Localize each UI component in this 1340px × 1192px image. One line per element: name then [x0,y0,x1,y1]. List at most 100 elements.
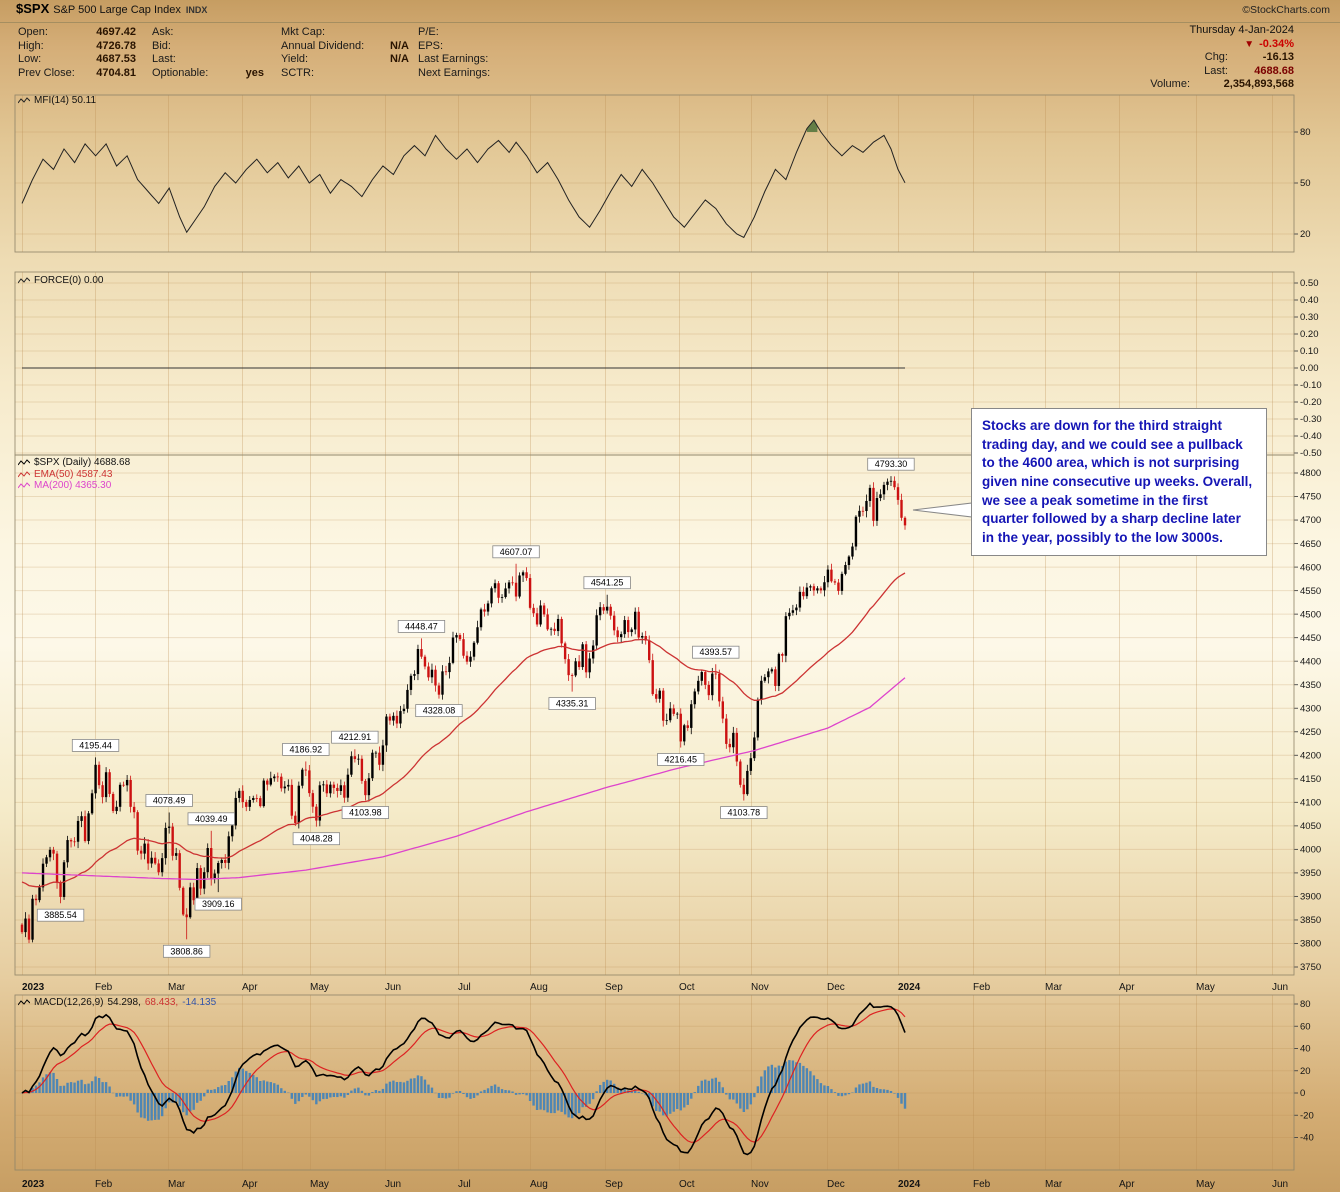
change-value: -16.13 [1262,51,1294,63]
svg-text:4335.31: 4335.31 [556,699,589,709]
svg-text:4250: 4250 [1300,727,1321,738]
macd-legend-label: MACD(12,26,9) [34,997,104,1008]
callout-arrow [912,502,973,518]
svg-text:0.10: 0.10 [1300,346,1319,357]
svg-text:3950: 3950 [1300,868,1321,879]
svg-text:Oct: Oct [679,1179,695,1190]
svg-text:4800: 4800 [1300,468,1321,479]
macd-legend: MACD(12,26,9) 54.298, 68.433, -14.135 [18,997,216,1008]
svg-text:4150: 4150 [1300,774,1321,785]
svg-text:Feb: Feb [973,1179,991,1190]
svg-text:4607.07: 4607.07 [500,547,533,557]
change-percent: -0.34% [1259,37,1294,50]
svg-text:-0.50: -0.50 [1300,448,1322,459]
quote-label: Volume: [1150,78,1190,90]
svg-text:Apr: Apr [242,982,258,993]
quote-value: 4687.53 [96,53,136,65]
svg-text:40: 40 [1300,1044,1311,1055]
svg-text:Apr: Apr [1119,1179,1135,1190]
svg-text:4650: 4650 [1300,539,1321,550]
quote-col-fundamentals: Mkt Cap: Annual Dividend: N/A Yield: N/A S… [281,26,409,80]
svg-text:4400: 4400 [1300,656,1321,667]
annotation-text: Stocks are down for the third straight t… [982,418,1253,545]
svg-text:4450: 4450 [1300,633,1321,644]
svg-text:Sep: Sep [605,982,623,993]
force-legend: FORCE(0) 0.00 [18,275,103,286]
quote-label: Optionable: [152,66,209,79]
svg-text:4050: 4050 [1300,821,1321,832]
svg-text:Dec: Dec [827,1179,845,1190]
svg-text:Jun: Jun [385,982,401,993]
macd-signal-value: 68.433, [144,997,179,1008]
svg-text:Mar: Mar [168,982,186,993]
quote-date: Thursday 4-Jan-2024 [1189,24,1294,36]
svg-text:4793.30: 4793.30 [875,459,908,469]
svg-text:4100: 4100 [1300,798,1321,809]
svg-text:20: 20 [1300,229,1311,240]
spx-legend-label: $SPX (Daily) 4688.68 [34,457,131,468]
svg-text:-20: -20 [1300,1110,1314,1121]
quote-label: Low: [18,53,42,65]
svg-text:-0.10: -0.10 [1300,380,1322,391]
x-axis-labels-main: 2023 Feb Mar Apr May Jun Jul Aug Sep Oct Nov Dec 202… [22,982,1288,993]
force-legend-label: FORCE(0) 0.00 [34,275,104,286]
svg-text:Jun: Jun [1272,982,1288,993]
quote-label: SCTR: [281,66,314,79]
svg-text:0.30: 0.30 [1300,312,1319,323]
mfi-panel-grid: 80 50 20 [14,94,1311,253]
macd-series [20,1002,907,1156]
svg-text:4393.57: 4393.57 [700,647,733,657]
svg-text:0.50: 0.50 [1300,278,1319,289]
quote-col-ohlc: Open: 4697.42 High: 4726.78 Low: 4687.53 Pr… [18,26,136,80]
ma200-legend-label: MA(200) 4365.30 [34,480,112,491]
svg-text:3850: 3850 [1300,915,1321,926]
candles [20,476,907,944]
svg-text:4350: 4350 [1300,680,1321,691]
mfi-series [21,119,906,239]
svg-text:4103.78: 4103.78 [728,808,761,818]
quote-value: 4697.42 [96,26,136,38]
svg-text:Aug: Aug [530,1179,548,1190]
svg-text:May: May [310,1179,329,1190]
last-value: 4688.68 [1254,64,1294,77]
quote-label: Last: [152,53,176,65]
line-icon [18,470,30,479]
svg-text:Sep: Sep [605,1179,623,1190]
x-axis-labels-macd: 2023 Feb Mar Apr May Jun Jul Aug Sep Oct Nov Dec 202… [22,1179,1288,1190]
svg-text:4000: 4000 [1300,845,1321,856]
svg-text:4200: 4200 [1300,750,1321,761]
macd-hist-value: -14.135 [182,997,217,1008]
svg-text:Feb: Feb [973,982,991,993]
svg-text:-0.40: -0.40 [1300,431,1322,442]
svg-text:Aug: Aug [530,982,548,993]
volume-value: 2,354,893,568 [1223,78,1294,90]
svg-text:4328.08: 4328.08 [423,706,456,716]
quote-change-block: Thursday 4-Jan-2024 ▼ -0.34% Chg: -16.13 L… [1094,24,1294,92]
macd-value: 54.298, [107,997,141,1008]
annotation-box: Stocks are down for the third straight t… [971,408,1267,557]
quote-value: yes [245,66,264,79]
price-series [20,476,907,944]
ema50-legend: EMA(50) 4587.43 [18,469,112,480]
svg-text:0.40: 0.40 [1300,295,1319,306]
svg-text:Apr: Apr [1119,982,1135,993]
line-icon [18,96,30,105]
svg-text:4500: 4500 [1300,609,1321,620]
symbol-type: INDX [185,5,208,15]
title-bar: $SPX S&P 500 Large Cap Index INDX ©StockCh… [0,0,1340,23]
svg-text:80: 80 [1300,999,1311,1010]
quote-label: Annual Dividend: [281,39,365,52]
svg-text:3800: 3800 [1300,939,1321,950]
svg-text:4300: 4300 [1300,703,1321,714]
quote-label: Last: [1204,64,1228,77]
svg-text:Apr: Apr [242,1179,258,1190]
ema50-legend-label: EMA(50) 4587.43 [34,469,113,480]
quote-col-earnings: P/E: EPS: Last Earnings: Next Earnings: [418,26,548,80]
svg-text:2024: 2024 [898,1179,921,1190]
mfi-legend: MFI(14) 50.11 [18,95,96,106]
line-icon [18,276,30,285]
svg-text:20: 20 [1300,1066,1311,1077]
svg-text:0.20: 0.20 [1300,329,1319,340]
quote-value: N/A [390,39,409,52]
